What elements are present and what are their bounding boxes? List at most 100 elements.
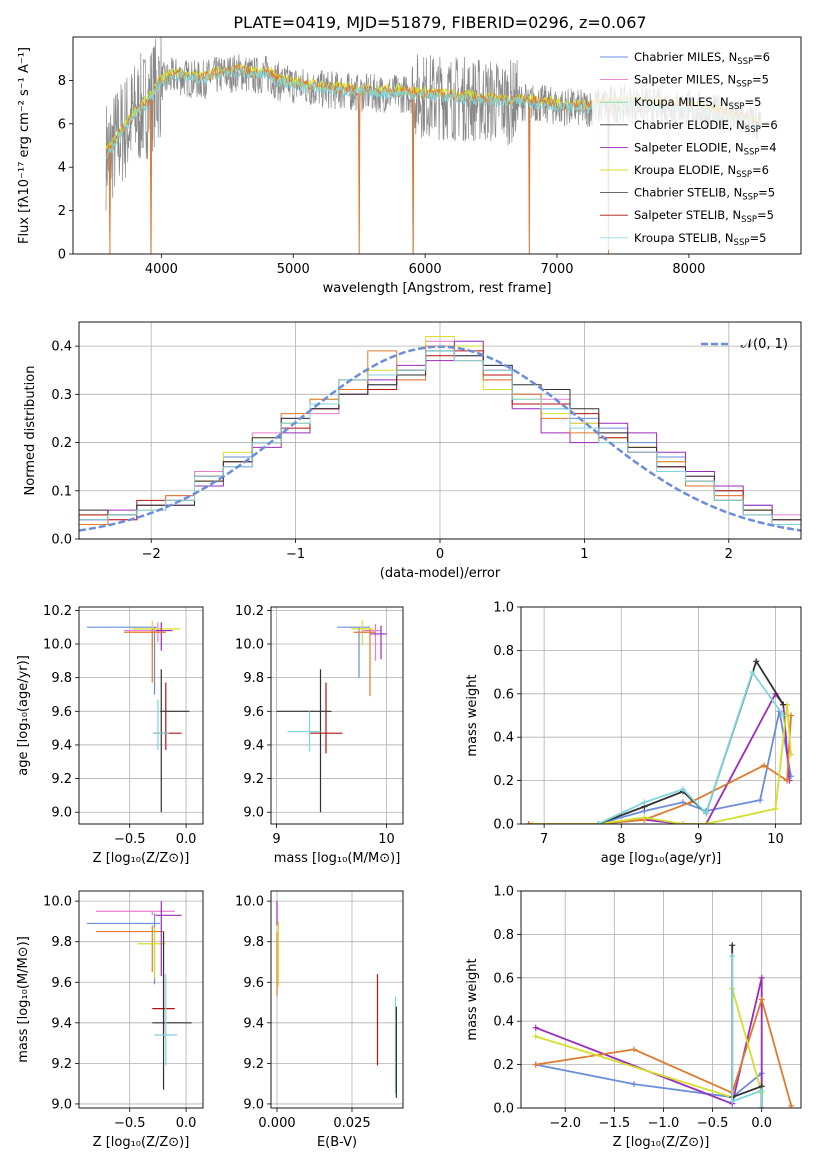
weight-vs-z-panel: −2.0 −1.5 −1.0 −0.5 0.0 0.0 0.2 0.4 0.6 0.8 1.0 Z [… xyxy=(465,885,802,1150)
y-tick-label: 0.0 xyxy=(493,818,514,833)
gaussian-curve xyxy=(79,345,801,532)
y-tick-label: 9.2 xyxy=(243,1057,264,1072)
plot-marks xyxy=(276,620,387,813)
plot-marks xyxy=(79,336,801,539)
gaussian-legend-label: 𝒩(0, 1) xyxy=(738,337,788,352)
x-axis-label: mass [log₁₀(M/M⊙)] xyxy=(274,851,401,866)
x-axis-label: Z [log₁₀(Z/Z⊙)] xyxy=(93,1135,190,1150)
y-tick-label: 0.2 xyxy=(493,774,514,789)
weight-line-salpeter_elodie xyxy=(528,692,791,824)
x-tick-label: −1 xyxy=(286,547,305,562)
x-tick-label: −1.0 xyxy=(648,1116,680,1131)
x-axis-label: E(B-V) xyxy=(317,1135,357,1150)
y-tick-label: 4 xyxy=(58,161,66,176)
y-tick-label: 9.6 xyxy=(51,976,72,991)
x-tick-label: 0.000 xyxy=(258,1116,295,1131)
legend-label-kroupa_elodie: Kroupa ELODIE, NSSP=6 xyxy=(634,163,769,180)
axes-frame xyxy=(72,36,802,255)
mass-vs-z-panel: −0.5 0.0 9.0 9.2 9.4 9.6 9.8 10.0 Z [log₁₀(Z/Z⊙)… xyxy=(16,890,204,1150)
legend-label-kroupa_miles: Kroupa MILES, NSSP=5 xyxy=(634,95,761,112)
x-tick-label: 6000 xyxy=(409,262,442,277)
y-tick-label: 0.4 xyxy=(493,1015,514,1030)
axes-frame xyxy=(270,606,404,825)
x-tick-label: 7000 xyxy=(540,262,573,277)
y-axis-label: mass [log₁₀(M/M⊙)] xyxy=(16,936,31,1063)
y-tick-label: 2 xyxy=(58,204,66,219)
y-axis-label: mass weight xyxy=(465,958,480,1040)
y-tick-label: 0.4 xyxy=(493,731,514,746)
x-tick-label: 8 xyxy=(617,832,625,847)
legend-label-chabrier_stelib: Chabrier STELIB, NSSP=5 xyxy=(634,186,775,203)
y-tick-label: 10.0 xyxy=(235,638,264,653)
x-tick-label: 7 xyxy=(540,832,548,847)
x-tick-label: −2 xyxy=(142,547,161,562)
y-tick-label: 0.8 xyxy=(493,644,514,659)
y-tick-label: 9.8 xyxy=(243,935,264,950)
y-tick-label: 9.0 xyxy=(51,1097,72,1112)
legend-label-chabrier_elodie: Chabrier ELODIE, NSSP=6 xyxy=(634,118,778,135)
mass-vs-ebv-panel: 0.000 0.025 9.0 9.2 9.4 9.6 9.8 10.0 E(B-V) xyxy=(235,890,404,1150)
weight-line-chabrier_miles xyxy=(528,711,792,824)
axes-frame xyxy=(78,890,204,1109)
x-tick-label: 4000 xyxy=(145,262,178,277)
x-tick-label: 0.025 xyxy=(333,1116,370,1131)
spectrum-panel: 4000 5000 6000 7000 8000 0 2 4 6 8 wavelength [Ang… xyxy=(17,36,802,296)
plot-marks xyxy=(525,658,794,824)
y-tick-label: 0 xyxy=(58,248,66,263)
y-axis-label: Flux [fλ10⁻¹⁷ erg cm⁻² s⁻¹ A⁻¹] xyxy=(17,47,32,244)
y-tick-label: 9.4 xyxy=(51,738,72,753)
y-tick-label: 10.2 xyxy=(43,604,72,619)
y-tick-label: 10.0 xyxy=(235,895,264,910)
plot-marks xyxy=(86,901,192,1090)
age-vs-mass-panel: 9 10 9.0 9.2 9.4 9.6 9.8 10.0 10.2 mass [log₁₀(M/… xyxy=(235,604,404,866)
legend-label-chabrier_miles: Chabrier MILES, NSSP=6 xyxy=(634,50,770,67)
legend-label-kroupa_stelib: Kroupa STELIB, NSSP=5 xyxy=(634,231,766,248)
y-axis-label: mass weight xyxy=(465,674,480,756)
residuals-panel: −2 −1 0 1 2 0.0 0.1 0.2 0.3 0.4 (data-model)/error… xyxy=(23,321,802,581)
x-axis-label: (data-model)/error xyxy=(380,566,501,581)
weight-line-chabrier_elodie xyxy=(597,659,785,824)
axes-frame xyxy=(78,321,802,540)
x-tick-label: 10 xyxy=(378,832,395,847)
axes-frame xyxy=(520,890,802,1109)
y-tick-label: 9.6 xyxy=(243,976,264,991)
x-tick-label: −0.5 xyxy=(114,1116,146,1131)
y-tick-label: 9.6 xyxy=(51,705,72,720)
y-tick-label: 1.0 xyxy=(493,885,514,900)
histogram-salpeter_elodie xyxy=(79,340,801,539)
y-tick-label: 9.4 xyxy=(243,738,264,753)
y-tick-label: 9.4 xyxy=(243,1016,264,1031)
x-tick-label: 5000 xyxy=(277,262,310,277)
y-tick-label: 9.2 xyxy=(51,772,72,787)
x-axis-label: Z [log₁₀(Z/Z⊙)] xyxy=(613,1135,710,1150)
axes-frame xyxy=(520,606,802,825)
weight-line-kroupa_elodie xyxy=(535,988,763,1099)
y-tick-label: 10.0 xyxy=(43,895,72,910)
y-tick-label: 0.8 xyxy=(493,928,514,943)
x-axis-label: wavelength [Angstrom, rest frame] xyxy=(323,281,552,296)
weight-line-model_cyan xyxy=(731,956,763,1108)
y-tick-label: 9.6 xyxy=(243,705,264,720)
y-tick-label: 10.2 xyxy=(235,604,264,619)
weight-line-model_cyan xyxy=(597,670,785,824)
y-tick-label: 0.6 xyxy=(493,687,514,702)
x-tick-label: 0.0 xyxy=(176,1116,197,1131)
y-tick-label: 0.0 xyxy=(493,1102,514,1117)
y-tick-label: 0.3 xyxy=(51,388,72,403)
x-tick-label: 9 xyxy=(694,832,702,847)
x-axis-label: age [log₁₀(age/yr)] xyxy=(601,851,722,866)
y-tick-label: 9.0 xyxy=(243,806,264,821)
x-tick-label: 0.0 xyxy=(176,832,197,847)
x-tick-label: 8000 xyxy=(672,262,705,277)
residuals-plot-area: −2 −1 0 1 2 0.0 0.1 0.2 0.3 0.4 (data-model)/error… xyxy=(23,321,802,581)
x-tick-label: 10 xyxy=(767,832,784,847)
legend-label-salpeter_stelib: Salpeter STELIB, NSSP=5 xyxy=(634,208,774,225)
axes-frame xyxy=(78,606,204,825)
legend-label-salpeter_miles: Salpeter MILES, NSSP=5 xyxy=(634,73,769,90)
x-tick-label: 0.0 xyxy=(751,1116,772,1131)
y-tick-label: 9.8 xyxy=(243,671,264,686)
x-axis-label: Z [log₁₀(Z/Z⊙)] xyxy=(93,851,190,866)
plot-marks xyxy=(532,942,795,1108)
y-axis-label: age [log₁₀(age/yr)] xyxy=(16,655,31,776)
